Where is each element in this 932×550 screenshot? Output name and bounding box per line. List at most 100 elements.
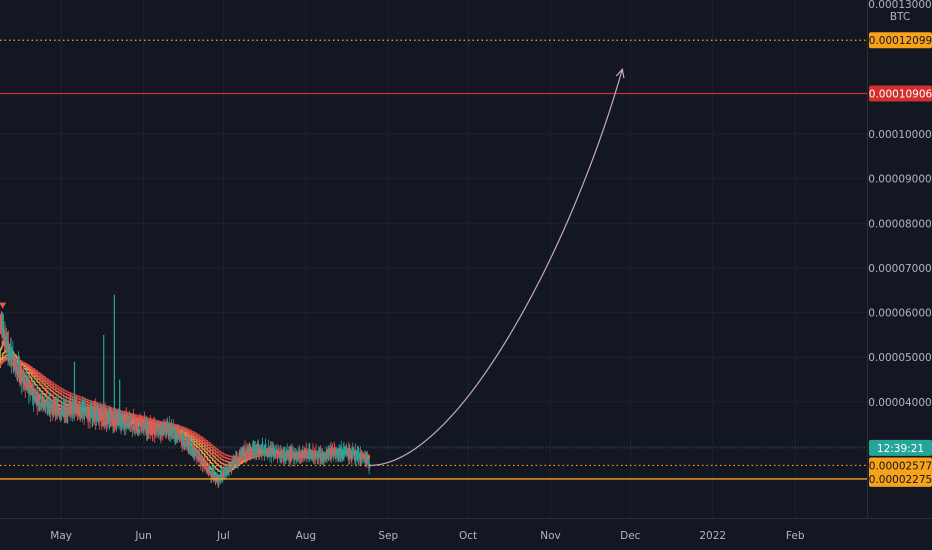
candle-body [110, 416, 112, 417]
candle-body [338, 450, 341, 455]
candle-body [164, 434, 166, 435]
candle-body [203, 461, 205, 464]
candle-body [196, 456, 198, 457]
resistance-dotted-tag: 0.00012099 [869, 32, 932, 49]
currency-label: BTC [890, 11, 910, 23]
candle-body [252, 445, 255, 454]
candle-body [121, 416, 123, 426]
candle-body [124, 416, 126, 427]
time-tick-label: Dec [620, 530, 641, 542]
candle-body [335, 452, 337, 456]
candle-body [37, 392, 39, 395]
candle-body [259, 453, 261, 455]
candle-body [250, 448, 252, 454]
candle-body [32, 388, 34, 397]
candle-body [225, 467, 227, 471]
candle-body [250, 454, 252, 456]
candle-body [135, 421, 137, 426]
candle-body [147, 422, 150, 427]
candle-body [227, 469, 229, 473]
candle-body [243, 447, 245, 449]
support-solid-tag-text: 0.00002275 [869, 474, 932, 486]
candle-body [271, 447, 273, 452]
candle-body [27, 379, 29, 381]
time-tick-label: Jul [216, 530, 230, 542]
price-tick-label: 0.00008000 [868, 218, 931, 230]
candle-body [88, 408, 90, 410]
candle-body [20, 374, 22, 376]
candle-body [84, 414, 86, 417]
candle-body [275, 454, 277, 458]
candle-body [194, 450, 196, 457]
candle-body [333, 449, 335, 456]
candle-body [294, 457, 296, 459]
candle-body [110, 413, 112, 422]
candle-body [164, 428, 166, 431]
candle-body [29, 388, 31, 394]
candle-body [299, 453, 302, 455]
candle-body [7, 341, 9, 343]
candle-body [285, 453, 287, 456]
candle-body [157, 434, 159, 436]
current-price-tag: 0.00002577 [869, 457, 932, 474]
candle-body [111, 414, 113, 425]
candle-body [188, 441, 190, 450]
candle-body [107, 412, 109, 422]
signal-marker-icon [0, 302, 7, 309]
candle-body [243, 454, 245, 456]
horizontal-lines[interactable] [0, 39, 867, 480]
candle-body [86, 416, 88, 419]
candle-body [161, 427, 163, 430]
candle-body [152, 432, 154, 435]
candle-body [57, 410, 60, 411]
candle-body [251, 448, 253, 449]
time-axis[interactable]: May Jun Jul Aug Sep Oct Nov Dec 2022 Feb [50, 530, 805, 542]
candle-body [268, 447, 270, 457]
candles [0, 294, 371, 489]
candle-body [33, 396, 35, 402]
candle-body [324, 453, 326, 457]
current-price-tag-text: 0.00002577 [869, 460, 932, 472]
candle-body [131, 424, 133, 426]
candle-body [219, 474, 221, 479]
candle-body [315, 452, 317, 453]
candle-body [348, 449, 350, 458]
candle-body [208, 466, 210, 468]
candle-body [163, 424, 165, 430]
candle-body [293, 451, 295, 455]
candle-body [308, 449, 310, 458]
candle-body [70, 410, 72, 415]
candle-body [26, 384, 28, 389]
time-tick-label: Aug [296, 530, 317, 542]
candle-body [287, 455, 289, 457]
candle-body [365, 456, 367, 462]
candle-body [314, 450, 316, 457]
candle-body [29, 382, 31, 388]
candle-body [98, 416, 100, 423]
candle-body [10, 362, 13, 365]
candle-body [92, 408, 94, 419]
candle-body [39, 403, 41, 407]
candle-body [174, 432, 177, 439]
candle-body [350, 450, 352, 456]
candle-body [329, 452, 331, 454]
candle-body [223, 469, 225, 475]
candle-body [326, 453, 328, 459]
candle-body [178, 431, 180, 435]
candle-body [260, 450, 263, 453]
candle-body [0, 315, 1, 318]
candle-body [16, 370, 18, 373]
projection-arrow[interactable] [369, 69, 623, 467]
resistance-dotted-tag-bg [869, 32, 932, 49]
candle-body [358, 456, 361, 459]
candle-body [73, 411, 76, 414]
candle-body [190, 448, 193, 452]
projection-arrow-group[interactable] [369, 67, 625, 467]
candle-body [271, 453, 273, 455]
candle-body [71, 408, 73, 411]
candle-body [98, 410, 100, 416]
candle-body [169, 426, 171, 433]
candle-body [83, 412, 85, 417]
